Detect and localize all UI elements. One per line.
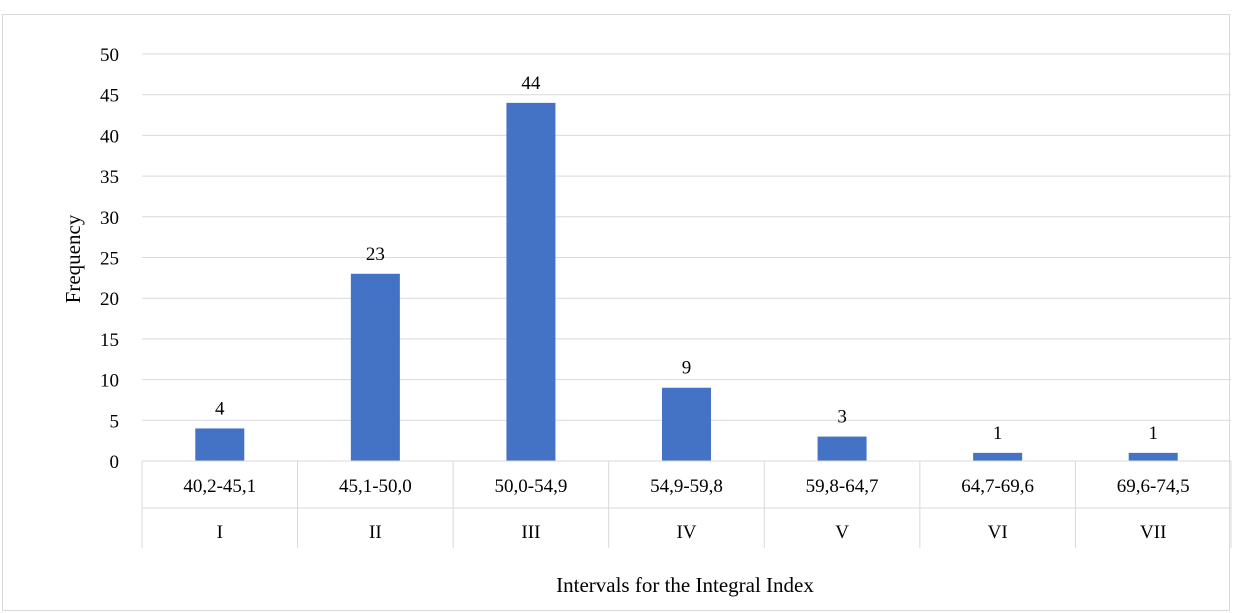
data-label: 4	[215, 398, 225, 419]
data-label: 1	[1148, 423, 1158, 444]
bar	[1128, 452, 1178, 461]
bar	[350, 273, 400, 461]
x-category-label: 50,0-54,9	[495, 476, 568, 497]
y-tick-label: 5	[110, 411, 120, 432]
y-tick-label: 10	[100, 371, 119, 392]
y-axis-title: Frequency	[61, 214, 85, 303]
x-category-label: 69,6-74,5	[1117, 476, 1190, 497]
y-tick-label: 25	[100, 249, 119, 270]
y-tick-label: 50	[100, 45, 119, 66]
x-axis-title: Intervals for the Integral Index	[556, 573, 814, 597]
y-tick-label: 45	[100, 86, 119, 107]
data-label: 44	[521, 73, 541, 94]
data-label: 9	[682, 358, 692, 379]
x-category-label: 45,1-50,0	[339, 476, 412, 497]
x-group-label: II	[369, 522, 382, 543]
x-group-label: VII	[1140, 522, 1166, 543]
data-label: 23	[366, 244, 385, 265]
data-label: 1	[993, 423, 1003, 444]
data-labels: 4 23 44 9 3 1 1	[215, 73, 1158, 444]
y-tick-label: 15	[100, 330, 119, 351]
y-axis-ticks: 0 5 10 15 20 25 30 35 40 45 50	[100, 45, 119, 473]
bar	[817, 436, 867, 461]
y-tick-label: 30	[100, 208, 119, 229]
y-tick-label: 40	[100, 126, 119, 147]
x-category-label: 64,7-69,6	[961, 476, 1034, 497]
data-label: 3	[837, 407, 847, 428]
x-group-label: V	[835, 522, 849, 543]
x-group-label: IV	[676, 522, 696, 543]
bar	[662, 387, 711, 461]
y-tick-label: 0	[110, 452, 120, 473]
bars	[195, 102, 1178, 461]
x-group-label: III	[521, 522, 540, 543]
gridlines	[142, 53, 1231, 421]
y-tick-label: 20	[100, 289, 119, 310]
bar	[195, 428, 245, 461]
x-category-label: 40,2-45,1	[183, 476, 256, 497]
x-group-label: VI	[988, 522, 1008, 543]
bar	[973, 452, 1023, 461]
x-category-label: 54,9-59,8	[650, 476, 723, 497]
bar	[506, 102, 556, 461]
x-category-label: 59,8-64,7	[806, 476, 879, 497]
x-group-label: I	[217, 522, 223, 543]
chart-frame	[2, 14, 1230, 611]
x-axis: 40,2-45,1 I 45,1-50,0 II 50,0-54,9 III 54,9-59…	[141, 460, 1232, 548]
y-tick-label: 35	[100, 167, 119, 188]
